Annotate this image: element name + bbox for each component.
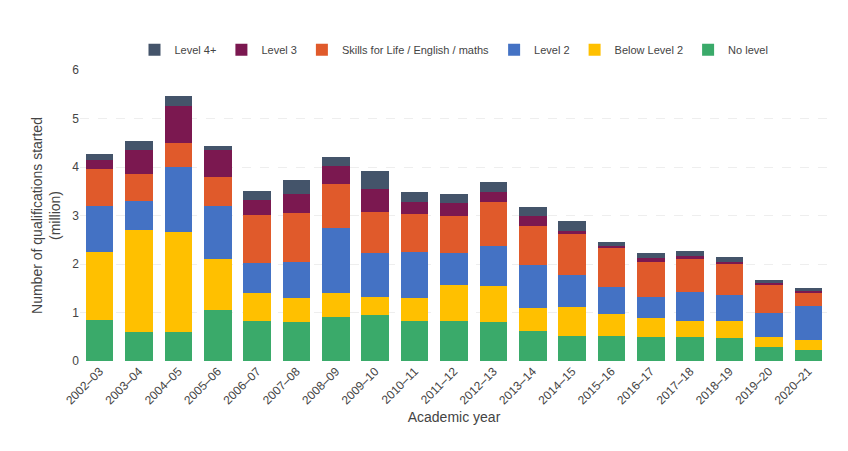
svg-text:Below Level 2: Below Level 2 xyxy=(615,44,684,56)
svg-text:2015–16: 2015–16 xyxy=(575,364,618,407)
svg-text:Level 4+: Level 4+ xyxy=(175,44,217,56)
svg-text:2016–17: 2016–17 xyxy=(614,364,657,407)
svg-text:2019–20: 2019–20 xyxy=(732,364,775,407)
svg-text:2012–13: 2012–13 xyxy=(457,364,500,407)
svg-text:2005–06: 2005–06 xyxy=(181,364,224,407)
svg-text:Skills for Life / English / ma: Skills for Life / English / maths xyxy=(342,44,489,56)
svg-text:2: 2 xyxy=(72,257,79,271)
svg-text:Academic year: Academic year xyxy=(408,409,501,425)
svg-text:6: 6 xyxy=(72,63,79,77)
svg-text:2010–11: 2010–11 xyxy=(379,364,422,407)
svg-text:2003–04: 2003–04 xyxy=(102,364,145,407)
svg-text:2013–14: 2013–14 xyxy=(496,364,539,407)
svg-text:5: 5 xyxy=(72,112,79,126)
svg-text:4: 4 xyxy=(72,160,79,174)
svg-text:0: 0 xyxy=(72,354,79,368)
svg-text:2008–09: 2008–09 xyxy=(299,364,342,407)
svg-text:2014–15: 2014–15 xyxy=(536,364,579,407)
svg-text:2017–18: 2017–18 xyxy=(654,364,697,407)
svg-text:2018–19: 2018–19 xyxy=(693,364,736,407)
svg-text:3: 3 xyxy=(72,209,79,223)
svg-text:2009–10: 2009–10 xyxy=(339,364,382,407)
svg-text:2006–07: 2006–07 xyxy=(221,364,264,407)
svg-text:2004–05: 2004–05 xyxy=(142,364,185,407)
svg-text:2007–08: 2007–08 xyxy=(260,364,303,407)
svg-text:Level 3: Level 3 xyxy=(261,44,296,56)
svg-text:Level 2: Level 2 xyxy=(534,44,569,56)
svg-text:2020–21: 2020–21 xyxy=(772,364,815,407)
svg-text:2002–03: 2002–03 xyxy=(63,364,106,407)
svg-text:Number of qualifications start: Number of qualifications started(million… xyxy=(29,117,63,314)
svg-text:2011–12: 2011–12 xyxy=(418,364,461,407)
svg-text:1: 1 xyxy=(72,306,79,320)
svg-text:No level: No level xyxy=(728,44,768,56)
